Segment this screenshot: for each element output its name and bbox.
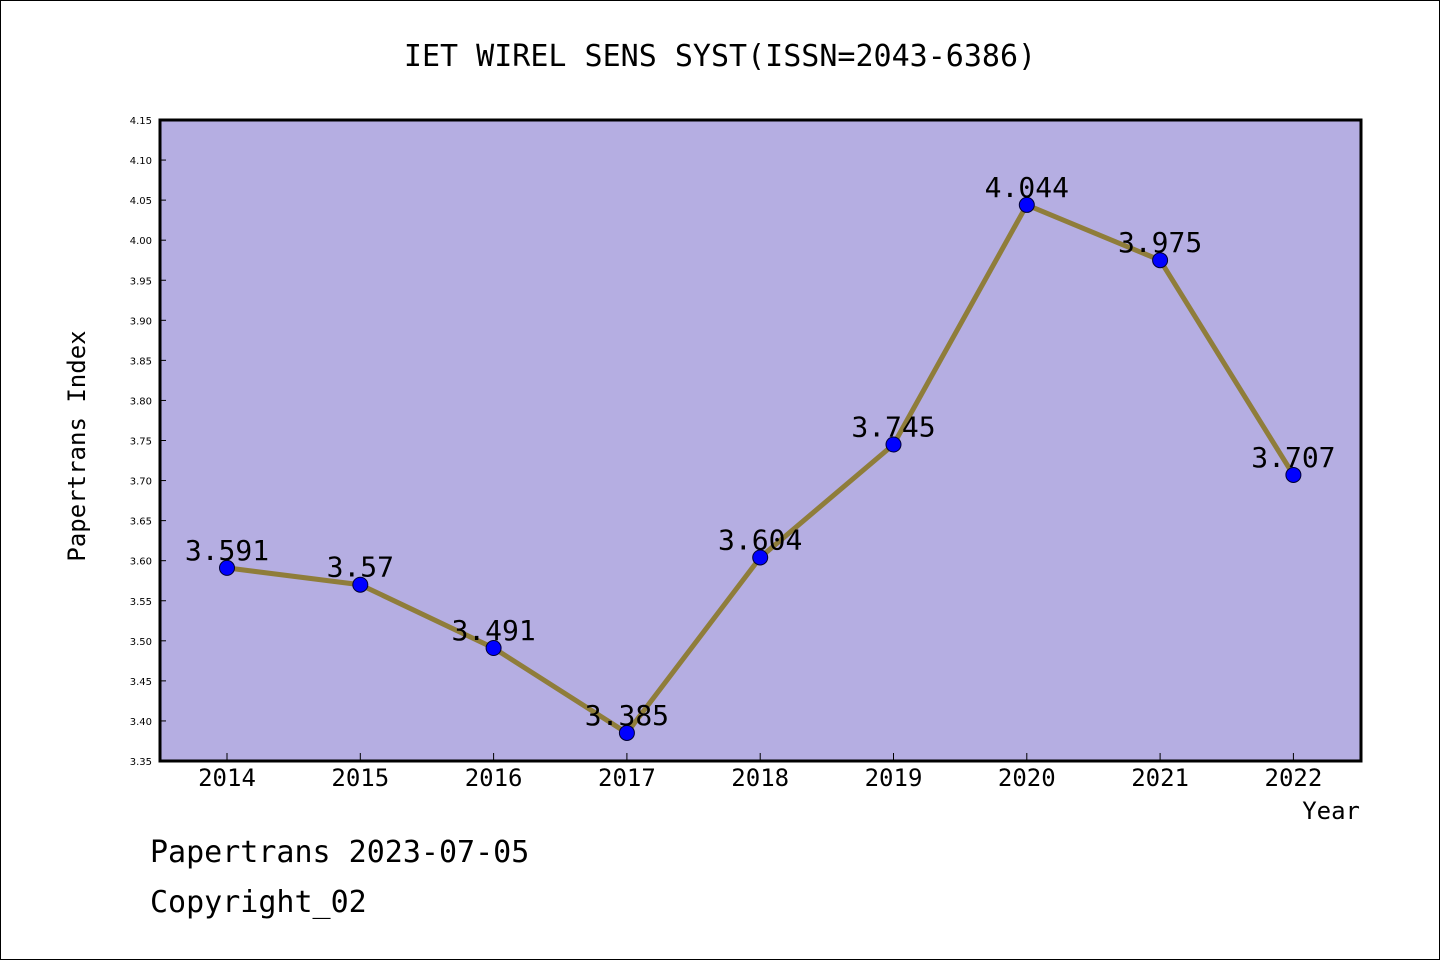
data-point	[1285, 466, 1302, 483]
y-tick-label: 3.90	[130, 316, 152, 327]
data-label: 3.491	[451, 614, 535, 647]
y-tick-label: 3.40	[130, 717, 152, 728]
chart-title: IET WIREL SENS SYST(ISSN=2043-6386)	[404, 39, 1036, 74]
data-point	[352, 576, 369, 593]
y-tick-label: 4.10	[130, 156, 152, 167]
y-tick-label: 3.80	[130, 396, 152, 407]
y-tick-label: 3.70	[130, 477, 152, 488]
y-tick-label: 3.35	[130, 757, 152, 768]
y-tick-label: 3.75	[130, 437, 152, 448]
data-point	[485, 640, 502, 657]
data-point	[752, 549, 769, 566]
data-point	[1018, 196, 1035, 213]
data-point	[1152, 252, 1169, 269]
data-label: 3.707	[1251, 441, 1335, 474]
data-label: 3.385	[585, 699, 669, 732]
x-axis-title: Year	[1302, 797, 1360, 825]
data-label: 3.604	[718, 523, 802, 556]
x-tick-label: 2016	[465, 764, 523, 792]
plot-area	[158, 118, 1363, 763]
y-tick-label: 4.00	[130, 236, 152, 247]
data-points	[219, 196, 1302, 741]
x-tick-label: 2014	[198, 764, 256, 792]
y-tick-label: 3.60	[130, 557, 152, 568]
footer-copyright: Copyright_02	[150, 885, 367, 920]
y-axis: 3.35 3.40 3.45 3.50 3.55 3.60 3.65 3.70 3.75 3.80…	[130, 116, 166, 768]
data-label: 3.975	[1118, 226, 1202, 259]
data-labels: 3.591 3.57 3.491 3.385 3.604 3.745 4.044 3.975 3…	[185, 171, 1336, 732]
data-point	[219, 559, 235, 576]
y-axis-title: Papertrans Index	[63, 330, 91, 561]
y-tick-label: 3.45	[130, 677, 152, 688]
y-tick-label: 4.15	[130, 116, 152, 127]
footer-date: Papertrans 2023-07-05	[150, 835, 530, 870]
data-point	[618, 724, 635, 741]
x-tick-label: 2018	[731, 764, 789, 792]
x-tick-label: 2017	[598, 764, 656, 792]
x-tick-label: 2019	[865, 764, 923, 792]
y-tick-label: 4.05	[130, 196, 152, 207]
data-label: 4.044	[985, 171, 1069, 204]
y-tick-label: 3.95	[130, 276, 152, 287]
x-tick-label: 2021	[1131, 764, 1189, 792]
data-label: 3.57	[327, 551, 394, 584]
y-tick-label: 3.85	[130, 356, 152, 367]
y-tick-label: 3.55	[130, 597, 152, 608]
x-tick-label: 2015	[331, 764, 389, 792]
x-tick-label: 2020	[998, 764, 1056, 792]
y-tick-label: 3.50	[130, 637, 152, 648]
x-axis: 2014 2015 2016 2017 2018 2019 2020 2021 2022	[198, 753, 1322, 792]
data-label: 3.745	[851, 411, 935, 444]
y-tick-label: 3.65	[130, 517, 152, 528]
data-label: 3.591	[185, 534, 269, 567]
x-tick-label: 2022	[1265, 764, 1323, 792]
data-point	[885, 436, 902, 453]
